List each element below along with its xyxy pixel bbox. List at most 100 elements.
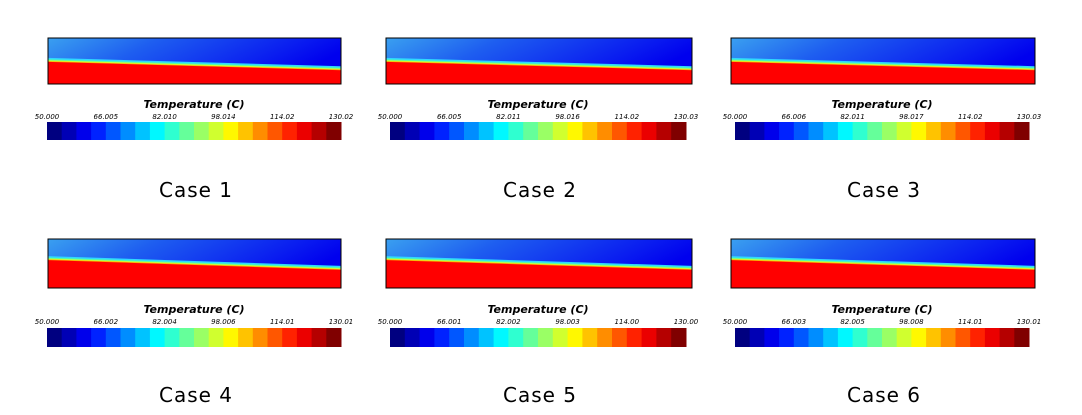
- colorbar-tick-label: 130.02: [329, 113, 354, 121]
- colorbar-step: [567, 328, 583, 347]
- colorbar-step: [837, 122, 854, 140]
- colorbar-step: [764, 328, 780, 347]
- colorbar-step: [508, 328, 524, 347]
- colorbar-tick-label: 50.000: [35, 318, 60, 326]
- colorbar-step: [223, 122, 239, 140]
- colorbar-step: [656, 122, 672, 140]
- case-label: Case 6: [847, 383, 921, 407]
- colorbar-step: [493, 328, 509, 347]
- colorbar-tick-label: 114.01: [958, 318, 983, 326]
- legend-title: Temperature (C): [831, 98, 932, 111]
- colorbar-step: [582, 328, 598, 347]
- colorbar-tick-label: 82.010: [152, 113, 177, 121]
- colorbar-tick-label: 50.000: [35, 113, 60, 121]
- colorbar-step: [582, 122, 598, 140]
- panel: Temperature (C) 50.000 66.003 82.005 98.008 1…: [723, 238, 1041, 407]
- colorbar-step: [434, 328, 450, 347]
- colorbar-tick-label: 130.03: [674, 113, 699, 121]
- colorbar-step: [641, 328, 657, 347]
- colorbar-step: [326, 122, 342, 140]
- colorbar-step: [478, 328, 495, 347]
- colorbar-step: [911, 328, 927, 347]
- colorbar-step: [671, 122, 687, 140]
- colorbar-step: [296, 328, 313, 347]
- case-label: Case 1: [159, 178, 233, 202]
- colorbar-tick-label: 130.03: [1017, 113, 1042, 121]
- colorbar-step: [311, 328, 327, 347]
- colorbar-step: [282, 122, 298, 140]
- colorbar-step: [267, 328, 283, 347]
- colorbar-step: [419, 328, 435, 347]
- colorbar-step: [47, 122, 63, 140]
- legend-title: Temperature (C): [831, 303, 932, 316]
- colorbar-step: [882, 328, 898, 347]
- colorbar-tick-label: 114.00: [615, 318, 640, 326]
- colorbar-step: [179, 328, 195, 347]
- colorbar-step: [311, 122, 327, 140]
- colorbar-tick-label: 98.006: [211, 318, 236, 326]
- colorbar-step: [940, 328, 956, 347]
- colorbar-step: [955, 328, 971, 347]
- colorbar-step: [808, 328, 824, 347]
- colorbar-step: [779, 122, 795, 140]
- contour-frame: [385, 37, 693, 85]
- contour-frame: [730, 238, 1036, 289]
- contour-frame: [47, 238, 342, 289]
- panel: Temperature (C) 50.000 66.006 82.011 98.017 1…: [723, 37, 1042, 202]
- case-label: Case 3: [847, 178, 921, 202]
- colorbar-step: [1014, 328, 1030, 347]
- colorbar-step: [852, 122, 868, 140]
- colorbar-step: [926, 122, 942, 140]
- colorbar-tick-label: 82.004: [152, 318, 177, 326]
- colorbar-step: [61, 122, 77, 140]
- colorbar-step: [326, 328, 342, 347]
- colorbar-step: [120, 328, 136, 347]
- colorbar-step: [164, 328, 180, 347]
- colorbar-step: [538, 122, 554, 140]
- colorbar-tick-label: 66.005: [437, 113, 462, 121]
- colorbar-step: [656, 328, 672, 347]
- contour-band: [48, 260, 341, 288]
- colorbar-step: [970, 122, 986, 140]
- colorbar-step: [223, 328, 239, 347]
- colorbar-step: [793, 122, 809, 140]
- colorbar-step: [194, 328, 210, 347]
- contour-frame: [47, 37, 342, 85]
- colorbar-step: [390, 122, 406, 140]
- colorbar-step: [61, 328, 77, 347]
- colorbar-tick-label: 50.000: [378, 318, 403, 326]
- colorbar-tick-label: 66.001: [437, 318, 462, 326]
- panel: Temperature (C) 50.000 66.005 82.010 98.014 1…: [35, 37, 354, 202]
- panel: Temperature (C) 50.000 66.002 82.004 98.006 1…: [35, 238, 353, 407]
- contour-band: [386, 260, 692, 288]
- colorbar-tick-label: 82.011: [496, 113, 521, 121]
- colorbar-step: [984, 122, 1001, 140]
- colorbar-step: [911, 122, 927, 140]
- colorbar-step: [612, 122, 628, 140]
- colorbar-step: [597, 328, 613, 347]
- contour-frame: [385, 238, 693, 289]
- colorbar-step: [449, 328, 465, 347]
- colorbar-step: [296, 122, 313, 140]
- colorbar-step: [764, 122, 780, 140]
- colorbar-tick-label: 66.003: [782, 318, 807, 326]
- colorbar-tick-label: 50.000: [723, 318, 748, 326]
- colorbar-step: [926, 328, 942, 347]
- contour-frame: [730, 37, 1036, 85]
- colorbar-step: [252, 122, 268, 140]
- colorbar-step: [896, 328, 912, 347]
- colorbar-step: [208, 122, 224, 140]
- legend-title: Temperature (C): [143, 98, 244, 111]
- colorbar-step: [837, 328, 854, 347]
- colorbar-tick-label: 98.016: [555, 113, 580, 121]
- colorbar-step: [208, 328, 224, 347]
- colorbar-step: [194, 122, 210, 140]
- colorbar-step: [434, 122, 450, 140]
- colorbar-step: [567, 122, 583, 140]
- colorbar-step: [449, 122, 465, 140]
- colorbar-step: [852, 328, 868, 347]
- colorbar-step: [823, 122, 839, 140]
- case-label: Case 5: [503, 383, 577, 407]
- colorbar-tick-label: 82.011: [840, 113, 865, 121]
- colorbar-step: [404, 122, 421, 140]
